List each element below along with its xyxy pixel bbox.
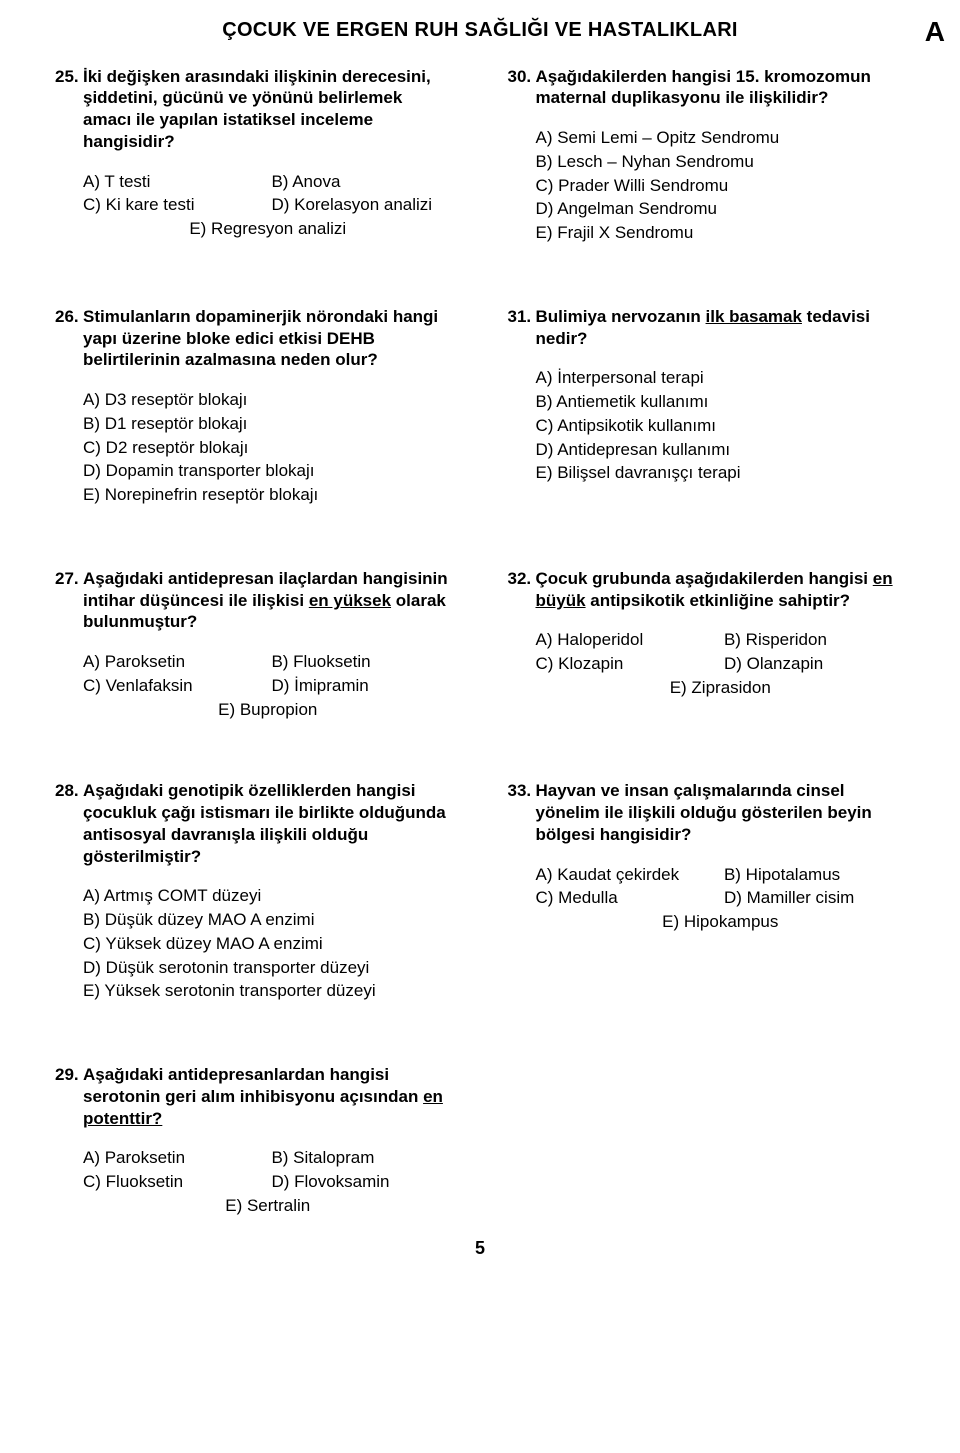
option-d[interactable]: D) Antidepresan kullanımı <box>536 439 906 461</box>
question-30: 30. Aşağıdakilerden hangisi 15. kromozom… <box>508 66 906 244</box>
page-number: 5 <box>55 1237 905 1260</box>
option-b[interactable]: B) Düşük düzey MAO A enzimi <box>83 909 453 931</box>
option-d[interactable]: D) Olanzapin <box>724 653 905 675</box>
option-d[interactable]: D) Flovoksamin <box>271 1171 452 1193</box>
option-c[interactable]: C) Venlafaksin <box>83 675 271 697</box>
option-d[interactable]: D) Dopamin transporter blokajı <box>83 460 453 482</box>
question-number: 30. <box>508 66 536 110</box>
option-c[interactable]: C) Yüksek düzey MAO A enzimi <box>83 933 453 955</box>
option-d[interactable]: D) Düşük serotonin transporter düzeyi <box>83 957 453 979</box>
option-b[interactable]: B) Hipotalamus <box>724 864 905 886</box>
option-e[interactable]: E) Frajil X Sendromu <box>536 222 906 244</box>
option-d[interactable]: D) Mamiller cisim <box>724 887 905 909</box>
question-text: Aşağıdaki genotipik özelliklerden hangis… <box>83 780 453 867</box>
question-text: Stimulanların dopaminerjik nörondaki han… <box>83 306 453 371</box>
option-a[interactable]: A) İnterpersonal terapi <box>536 367 906 389</box>
question-number: 29. <box>55 1064 83 1129</box>
option-a[interactable]: A) Paroksetin <box>83 1147 271 1169</box>
page-header: ÇOCUK VE ERGEN RUH SAĞLIĞI VE HASTALIKLA… <box>55 18 905 44</box>
question-32: 32. Çocuk grubunda aşağıdakilerden hangi… <box>508 568 906 699</box>
question-text: Aşağıdakilerden hangisi 15. kromozomun m… <box>536 66 906 110</box>
option-b[interactable]: B) Anova <box>271 171 452 193</box>
question-text: Bulimiya nervozanın ilk basamak tedavisi… <box>536 306 906 350</box>
options: A) T testi B) Anova C) Ki kare testi D) … <box>55 171 453 240</box>
header-title: ÇOCUK VE ERGEN RUH SAĞLIĞI VE HASTALIKLA… <box>55 18 905 44</box>
option-b[interactable]: B) Sitalopram <box>271 1147 452 1169</box>
options: A) Paroksetin B) Fluoksetin C) Venlafaks… <box>55 651 453 720</box>
option-d[interactable]: D) Korelasyon analizi <box>271 194 452 216</box>
option-b[interactable]: B) D1 reseptör blokajı <box>83 413 453 435</box>
options: A) Kaudat çekirdek B) Hipotalamus C) Med… <box>508 864 906 933</box>
question-number: 26. <box>55 306 83 371</box>
question-number: 32. <box>508 568 536 612</box>
option-e[interactable]: E) Ziprasidon <box>536 677 906 699</box>
option-c[interactable]: C) Antipsikotik kullanımı <box>536 415 906 437</box>
question-26: 26. Stimulanların dopaminerjik nörondaki… <box>55 306 453 506</box>
option-a[interactable]: A) T testi <box>83 171 271 193</box>
question-number: 33. <box>508 780 536 845</box>
option-a[interactable]: A) Kaudat çekirdek <box>536 864 724 886</box>
option-a[interactable]: A) Artmış COMT düzeyi <box>83 885 453 907</box>
question-text: Aşağıdaki antidepresan ilaçlardan hangis… <box>83 568 453 633</box>
option-c[interactable]: C) Medulla <box>536 887 724 909</box>
booklet-letter: A <box>925 14 945 50</box>
question-number: 25. <box>55 66 83 153</box>
option-c[interactable]: C) Ki kare testi <box>83 194 271 216</box>
question-text: Hayvan ve insan çalışmalarında cinsel yö… <box>536 780 906 845</box>
option-b[interactable]: B) Lesch – Nyhan Sendromu <box>536 151 906 173</box>
question-31: 31. Bulimiya nervozanın ilk basamak teda… <box>508 306 906 484</box>
option-a[interactable]: A) Haloperidol <box>536 629 724 651</box>
option-e[interactable]: E) Norepinefrin reseptör blokajı <box>83 484 453 506</box>
question-28: 28. Aşağıdaki genotipik özelliklerden ha… <box>55 780 453 1002</box>
option-b[interactable]: B) Fluoksetin <box>271 651 452 673</box>
option-e[interactable]: E) Hipokampus <box>536 911 906 933</box>
question-number: 31. <box>508 306 536 350</box>
option-a[interactable]: A) Semi Lemi – Opitz Sendromu <box>536 127 906 149</box>
options: A) Haloperidol B) Risperidon C) Klozapin… <box>508 629 906 698</box>
options: A) Artmış COMT düzeyi B) Düşük düzey MAO… <box>55 885 453 1002</box>
option-e[interactable]: E) Yüksek serotonin transporter düzeyi <box>83 980 453 1002</box>
question-text: İki değişken arasındaki ilişkinin derece… <box>83 66 453 153</box>
option-a[interactable]: A) Paroksetin <box>83 651 271 673</box>
option-e[interactable]: E) Bilişsel davranışçı terapi <box>536 462 906 484</box>
option-b[interactable]: B) Antiemetik kullanımı <box>536 391 906 413</box>
option-e[interactable]: E) Sertralin <box>83 1195 453 1217</box>
option-c[interactable]: C) Fluoksetin <box>83 1171 271 1193</box>
question-25: 25. İki değişken arasındaki ilişkinin de… <box>55 66 453 240</box>
options: A) Paroksetin B) Sitalopram C) Fluokseti… <box>55 1147 453 1216</box>
option-c[interactable]: C) D2 reseptör blokajı <box>83 437 453 459</box>
option-e[interactable]: E) Regresyon analizi <box>83 218 453 240</box>
option-e[interactable]: E) Bupropion <box>83 699 453 721</box>
question-text: Çocuk grubunda aşağıdakilerden hangisi e… <box>536 568 906 612</box>
options: A) İnterpersonal terapi B) Antiemetik ku… <box>508 367 906 484</box>
question-29: 29. Aşağıdaki antidepresanlardan hangisi… <box>55 1064 453 1217</box>
question-33: 33. Hayvan ve insan çalışmalarında cinse… <box>508 780 906 933</box>
option-c[interactable]: C) Prader Willi Sendromu <box>536 175 906 197</box>
question-number: 27. <box>55 568 83 633</box>
question-text: Aşağıdaki antidepresanlardan hangisi ser… <box>83 1064 453 1129</box>
option-b[interactable]: B) Risperidon <box>724 629 905 651</box>
question-number: 28. <box>55 780 83 867</box>
option-a[interactable]: A) D3 reseptör blokajı <box>83 389 453 411</box>
options: A) D3 reseptör blokajı B) D1 reseptör bl… <box>55 389 453 506</box>
options: A) Semi Lemi – Opitz Sendromu B) Lesch –… <box>508 127 906 244</box>
question-27: 27. Aşağıdaki antidepresan ilaçlardan ha… <box>55 568 453 721</box>
option-d[interactable]: D) Angelman Sendromu <box>536 198 906 220</box>
option-d[interactable]: D) İmipramin <box>271 675 452 697</box>
option-c[interactable]: C) Klozapin <box>536 653 724 675</box>
